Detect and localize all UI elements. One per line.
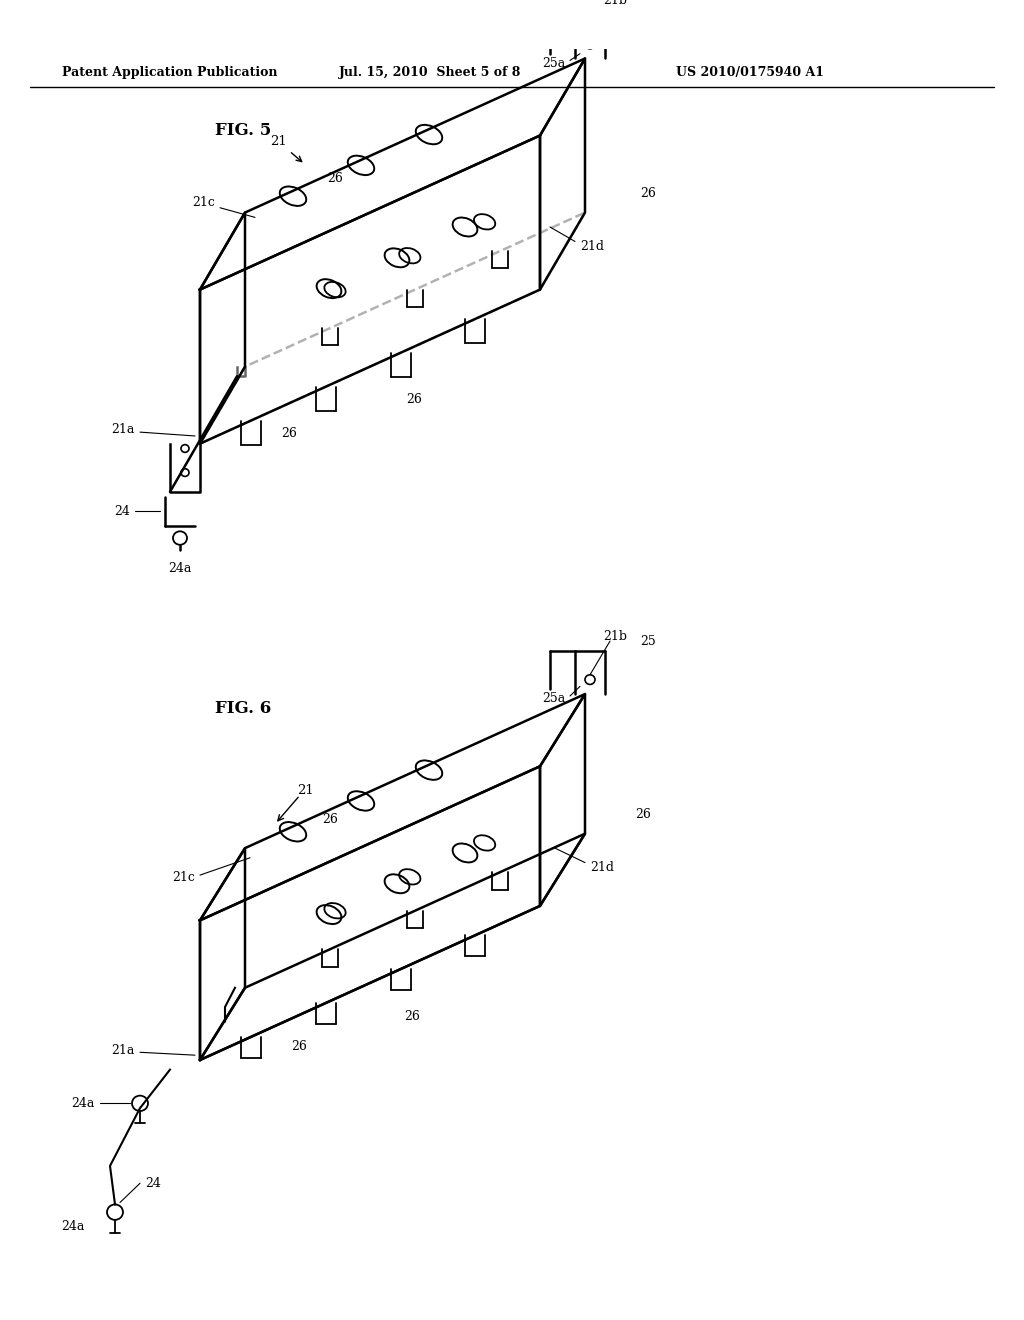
Text: 25a: 25a	[542, 57, 565, 70]
Text: 21b: 21b	[603, 630, 627, 643]
Text: FIG. 6: FIG. 6	[215, 700, 271, 717]
Text: Jul. 15, 2010  Sheet 5 of 8: Jul. 15, 2010 Sheet 5 of 8	[339, 66, 521, 79]
Text: 24a: 24a	[61, 1220, 85, 1233]
Text: 25: 25	[640, 635, 655, 648]
Text: 26: 26	[291, 1040, 307, 1053]
Text: 25a: 25a	[542, 693, 565, 705]
Text: 26: 26	[635, 808, 651, 821]
Text: 26: 26	[323, 813, 338, 826]
Text: FIG. 5: FIG. 5	[215, 123, 271, 139]
Text: 21d: 21d	[580, 240, 604, 252]
Text: 26: 26	[404, 1010, 420, 1023]
Text: 21a: 21a	[112, 1044, 135, 1057]
Text: 24: 24	[114, 504, 130, 517]
Text: Patent Application Publication: Patent Application Publication	[62, 66, 278, 79]
Text: 26: 26	[407, 393, 422, 405]
Text: 21: 21	[270, 135, 302, 161]
Text: 26: 26	[281, 426, 297, 440]
Text: 24a: 24a	[72, 1097, 95, 1110]
Text: US 2010/0175940 A1: US 2010/0175940 A1	[676, 66, 824, 79]
Text: 26: 26	[327, 173, 343, 185]
Text: 21a: 21a	[112, 422, 135, 436]
Text: 24a: 24a	[168, 562, 191, 576]
Text: 21d: 21d	[590, 861, 614, 874]
Text: 21c: 21c	[193, 197, 215, 210]
Text: 21c: 21c	[172, 870, 195, 883]
Text: 24: 24	[145, 1176, 161, 1189]
Text: 26: 26	[640, 187, 656, 199]
Text: 21b: 21b	[603, 0, 627, 7]
Text: 21: 21	[297, 784, 313, 797]
Text: 25: 25	[635, 0, 650, 3]
